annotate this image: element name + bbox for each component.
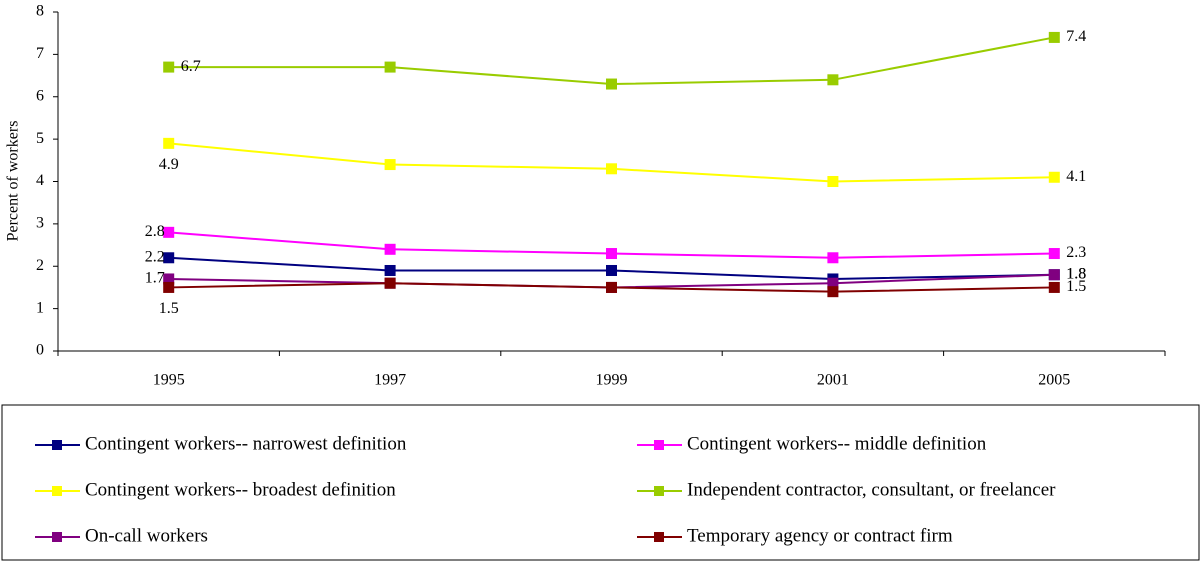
y-tick-label: 4 [36, 172, 44, 189]
point-marker [827, 74, 839, 86]
legend-marker [654, 440, 664, 450]
y-tick-label: 3 [36, 215, 44, 232]
data-label: 2.2 [145, 248, 165, 265]
point-marker [1048, 31, 1060, 43]
point-marker [163, 226, 175, 238]
point-marker [384, 159, 396, 171]
series-line [168, 36, 1055, 86]
data-label: 1.8 [1066, 265, 1086, 282]
point-marker [606, 78, 617, 90]
point-marker [1048, 281, 1060, 293]
x-tick-label: 1999 [596, 372, 628, 389]
x-tick-label: 2001 [817, 372, 849, 389]
y-tick-label: 6 [36, 87, 44, 104]
point-marker [827, 252, 839, 264]
point-marker [1048, 248, 1060, 260]
data-label: 4.9 [159, 156, 179, 173]
x-tick-label: 1997 [374, 372, 406, 389]
data-label: 4.1 [1066, 168, 1086, 185]
point-marker [163, 252, 175, 264]
data-label: 7.4 [1066, 28, 1086, 45]
legend-label: Independent contractor, consultant, or f… [687, 479, 1056, 500]
data-label: 6.7 [181, 58, 201, 75]
point-marker [384, 243, 396, 255]
data-label: 2.3 [1066, 244, 1086, 261]
legend-label: On-call workers [85, 525, 208, 546]
point-marker [384, 264, 396, 276]
point-marker [163, 281, 175, 293]
y-tick-label: 8 [36, 3, 44, 20]
point-marker [163, 137, 175, 149]
data-label: 1.7 [145, 270, 165, 287]
point-marker [1048, 171, 1060, 183]
point-marker [1048, 269, 1060, 281]
data-label: 1.8 [1066, 265, 1086, 282]
legend-marker [654, 486, 664, 496]
legend-marker [654, 532, 664, 542]
data-label: 1.5 [1066, 278, 1086, 295]
x-tick-label: 2005 [1038, 372, 1070, 389]
y-tick-label: 7 [36, 45, 44, 62]
point-marker [827, 176, 839, 187]
point-marker [384, 277, 396, 289]
point-marker [606, 264, 617, 276]
legend-marker [52, 532, 62, 542]
data-label: 2.8 [145, 223, 165, 240]
y-tick-label: 1 [36, 299, 44, 316]
legend-label: Contingent workers-- broadest definition [85, 479, 396, 500]
y-tick-label: 2 [36, 257, 44, 274]
legend-box [1, 404, 1200, 561]
legend-marker [52, 440, 62, 450]
y-tick-label: 5 [36, 130, 44, 147]
point-marker [384, 61, 396, 73]
legend-label: Temporary agency or contract firm [687, 525, 953, 546]
legend-label: Contingent workers-- narrowest definitio… [85, 433, 407, 454]
legend-marker [52, 486, 62, 496]
point-marker [827, 286, 839, 298]
data-label: 1.5 [159, 300, 179, 317]
series-line [168, 142, 1055, 183]
x-tick-label: 1995 [153, 372, 185, 389]
point-marker [606, 281, 617, 293]
point-marker [606, 248, 617, 260]
y-axis-label: Percent of workers [5, 121, 22, 242]
y-tick-label: 0 [36, 342, 44, 359]
point-marker [163, 61, 175, 73]
point-marker [606, 163, 617, 175]
legend-label: Contingent workers-- middle definition [687, 433, 987, 454]
